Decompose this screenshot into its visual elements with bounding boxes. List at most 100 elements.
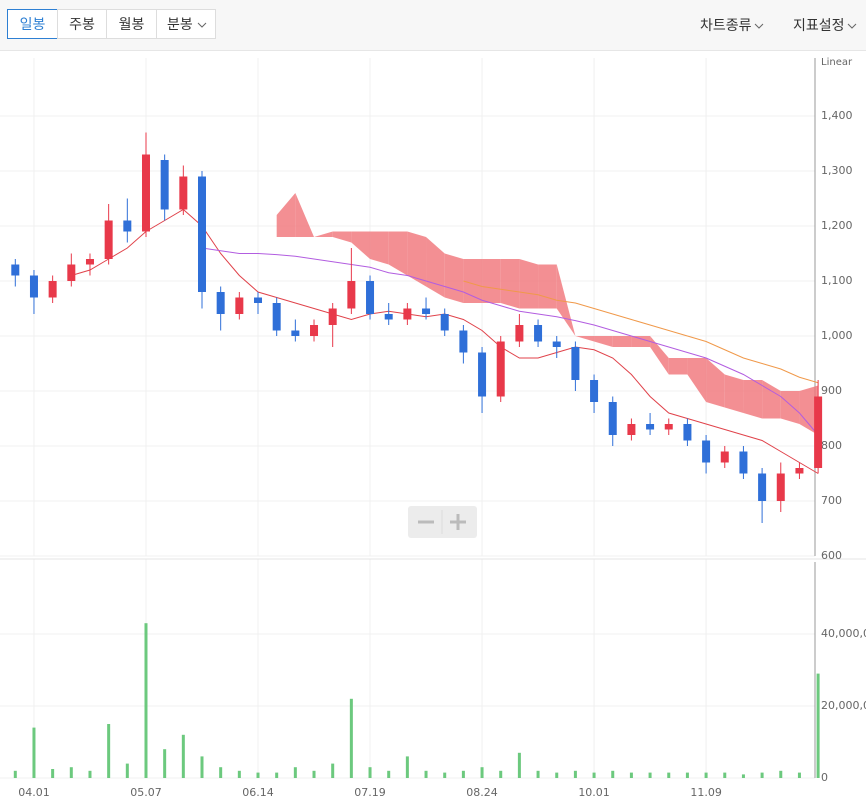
zoom-in[interactable] bbox=[450, 514, 466, 530]
cloud bbox=[724, 374, 744, 413]
tab[interactable]: 일봉 bbox=[7, 9, 58, 39]
y-tick-label: 1,200 bbox=[821, 219, 853, 232]
y-tick-label: 600 bbox=[821, 549, 842, 562]
volume-bar bbox=[536, 770, 540, 778]
cloud bbox=[799, 385, 819, 435]
menu[interactable]: 차트종류 bbox=[700, 15, 764, 35]
volume-bar bbox=[424, 770, 428, 778]
volume-bar bbox=[611, 770, 615, 778]
chevron bbox=[754, 23, 763, 29]
volume-bar bbox=[517, 752, 521, 778]
candle-body bbox=[478, 352, 487, 397]
plot: 600 700 800 900 1,000 1,100 1,200 1,300 1,400 0 20… bbox=[11, 109, 866, 799]
volume-bar bbox=[704, 772, 708, 778]
x-tick-label: 10.01 bbox=[578, 786, 610, 799]
candle-body bbox=[123, 220, 132, 232]
candle-body bbox=[310, 325, 319, 336]
volume-bar bbox=[13, 770, 17, 778]
volume-bar bbox=[88, 770, 92, 778]
cloud bbox=[295, 193, 315, 237]
volume-bar bbox=[667, 772, 671, 778]
volume-bar bbox=[32, 727, 36, 778]
chevron bbox=[197, 22, 207, 28]
volume-bar bbox=[461, 770, 465, 778]
menu[interactable]: 지표설정 bbox=[793, 15, 857, 35]
candle-body bbox=[795, 468, 804, 474]
tab[interactable]: 주봉 bbox=[57, 9, 107, 39]
scale-label: Linear bbox=[821, 57, 853, 68]
cloud bbox=[743, 380, 763, 419]
y-tick-label: 40,000,000 bbox=[821, 627, 866, 640]
volume-bar bbox=[163, 749, 167, 778]
candle-body bbox=[515, 325, 524, 342]
y-tick-label: 0 bbox=[821, 771, 828, 784]
volume-bar bbox=[723, 772, 727, 778]
x-tick-label: 05.07 bbox=[130, 786, 162, 799]
candle-body bbox=[235, 297, 244, 314]
candle-body bbox=[29, 275, 38, 298]
cloud bbox=[407, 231, 427, 287]
candle-body bbox=[590, 380, 599, 402]
volume-bar bbox=[741, 774, 745, 778]
cloud bbox=[631, 336, 651, 347]
candle-body bbox=[459, 330, 468, 353]
volume-bar bbox=[499, 770, 503, 778]
ma-line bbox=[201, 247, 819, 436]
y-tick-label: 1,000 bbox=[821, 329, 853, 342]
candle-body bbox=[272, 303, 281, 331]
candle-body bbox=[104, 220, 113, 259]
candle-body bbox=[85, 259, 94, 265]
candle-body bbox=[384, 314, 393, 320]
cloud bbox=[762, 380, 781, 419]
candle-body bbox=[608, 402, 617, 435]
volume-bar bbox=[760, 772, 764, 778]
candle-body bbox=[328, 308, 337, 325]
candle-body bbox=[141, 154, 150, 232]
chevron bbox=[847, 23, 856, 29]
candle-body bbox=[403, 308, 412, 320]
x-tick-label: 06.14 bbox=[242, 786, 274, 799]
chart: Linear 600 700 800 900 1,000 1,100 1,200 1,300 1… bbox=[0, 57, 866, 799]
candle-body bbox=[11, 264, 20, 276]
candle-body bbox=[664, 424, 673, 430]
x-tick-label: 08.24 bbox=[466, 786, 498, 799]
candle-body bbox=[366, 281, 375, 314]
cloud bbox=[556, 264, 576, 336]
volume-bar bbox=[144, 623, 148, 778]
cloud bbox=[332, 231, 352, 243]
volume-bar bbox=[256, 772, 260, 778]
volume-bar bbox=[816, 673, 820, 778]
tab[interactable]: 분봉 bbox=[156, 9, 216, 39]
y-tick-label: 1,100 bbox=[821, 274, 853, 287]
candle-body bbox=[683, 424, 692, 441]
volume-bar bbox=[797, 772, 801, 778]
candle-body bbox=[216, 292, 225, 314]
cloud bbox=[538, 264, 557, 309]
y-tick-label: 900 bbox=[821, 384, 842, 397]
candle-body bbox=[776, 473, 785, 501]
volume-bar bbox=[443, 772, 447, 778]
tab[interactable]: 월봉 bbox=[106, 9, 157, 39]
volume-bar bbox=[573, 770, 577, 778]
volume-bar bbox=[293, 767, 297, 778]
volume-bar bbox=[592, 772, 596, 778]
volume-bar bbox=[107, 724, 111, 778]
x-tick-label: 11.09 bbox=[690, 786, 722, 799]
cloud bbox=[276, 193, 296, 237]
candle-body bbox=[552, 341, 561, 347]
volume-bar bbox=[349, 698, 353, 778]
cloud bbox=[444, 253, 464, 303]
volume-bar bbox=[69, 767, 73, 778]
candle-body bbox=[814, 396, 823, 468]
y-tick-label: 1,400 bbox=[821, 109, 853, 122]
cloud bbox=[612, 336, 632, 347]
cloud bbox=[500, 259, 520, 309]
volume-bar bbox=[685, 772, 689, 778]
y-tick-label: 700 bbox=[821, 494, 842, 507]
volume-bar bbox=[368, 767, 372, 778]
cloud bbox=[780, 391, 800, 424]
cloud bbox=[668, 358, 688, 375]
candle-body bbox=[422, 308, 431, 314]
volume-bar bbox=[331, 763, 335, 778]
candle-body bbox=[160, 160, 169, 210]
